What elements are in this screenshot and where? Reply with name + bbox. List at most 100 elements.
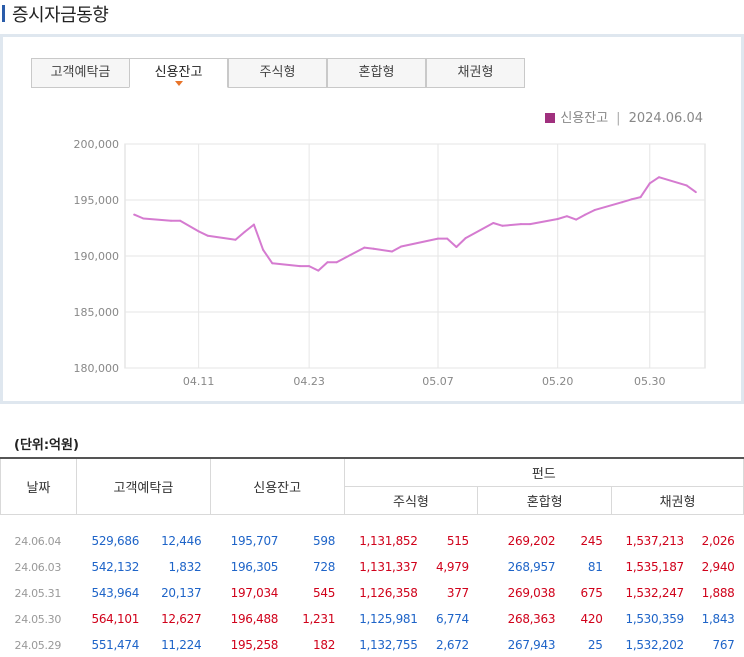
data-point bbox=[142, 217, 145, 220]
cell-value: 2,026 bbox=[701, 534, 735, 549]
cell-value: 267,943 bbox=[507, 638, 556, 652]
series-line-credit bbox=[133, 176, 697, 272]
cell-value: 551,474 bbox=[91, 638, 140, 652]
cell-value: 195,707 bbox=[230, 534, 279, 549]
table-row: 24.05.30 564,101 12,627 196,488 1,231 1,125,9… bbox=[1, 606, 744, 632]
cell-value: 4,979 bbox=[436, 560, 469, 574]
tab-mixed[interactable]: 혼합형 bbox=[327, 58, 426, 88]
tab-label: 채권형 bbox=[457, 65, 494, 80]
cell-value: 81 bbox=[587, 560, 603, 574]
data-point bbox=[234, 238, 237, 241]
x-tick-label: 05.20 bbox=[542, 375, 574, 388]
tab-credit[interactable]: 신용잔고 bbox=[129, 58, 228, 88]
data-point bbox=[446, 237, 449, 240]
cell-value: 2,672 bbox=[436, 638, 469, 652]
data-point bbox=[391, 250, 393, 253]
cell-date: 24.06.04 bbox=[14, 534, 62, 548]
data-point bbox=[372, 247, 375, 250]
cell-value: 195,258 bbox=[230, 638, 279, 652]
data-point bbox=[363, 246, 366, 249]
cell-value: 543,964 bbox=[91, 586, 140, 600]
data-point bbox=[501, 224, 504, 227]
cell-value: 1,537,213 bbox=[625, 534, 685, 549]
cell-value: 12,446 bbox=[161, 534, 202, 549]
cell-value: 269,202 bbox=[507, 534, 556, 549]
cell-date: 24.05.30 bbox=[14, 612, 62, 626]
legend-series: 신용잔고 bbox=[560, 111, 609, 126]
cell-value: 197,034 bbox=[230, 586, 279, 600]
cell-value: 11,224 bbox=[161, 638, 202, 652]
cell-value: 268,363 bbox=[507, 612, 556, 626]
page-title: 증시자금동향 bbox=[12, 5, 109, 26]
tab-stock[interactable]: 주식형 bbox=[228, 58, 327, 88]
cell-value: 377 bbox=[446, 586, 469, 600]
cell-value: 1,231 bbox=[302, 612, 336, 626]
data-point bbox=[593, 209, 596, 212]
table-row: 24.06.03 542,132 1,832 196,305 728 1,131,337 4… bbox=[1, 554, 744, 580]
data-point bbox=[298, 265, 301, 268]
data-point bbox=[565, 215, 568, 218]
data-point bbox=[335, 261, 338, 264]
legend-date: 2024.06.04 bbox=[628, 111, 703, 126]
x-tick-label: 04.11 bbox=[183, 375, 215, 388]
cell-value: 529,686 bbox=[91, 534, 140, 549]
cell-value: 728 bbox=[313, 560, 336, 574]
table-row: 24.05.31 543,964 20,137 197,034 545 1,126,358… bbox=[1, 580, 744, 606]
cell-value: 420 bbox=[580, 612, 603, 626]
cell-value: 598 bbox=[313, 534, 336, 549]
y-tick-label: 190,000 bbox=[74, 250, 120, 263]
data-point bbox=[170, 219, 172, 222]
x-tick-label: 05.30 bbox=[634, 375, 666, 388]
tab-bar: 고객예탁금 신용잔고 주식형 혼합형 채권형 bbox=[31, 58, 731, 88]
data-point bbox=[308, 265, 311, 268]
data-point bbox=[400, 245, 403, 248]
chart-legend: 신용잔고 | 2024.06.04 bbox=[545, 107, 703, 126]
legend-swatch bbox=[545, 113, 556, 123]
col-fund: 펀드 bbox=[343, 457, 744, 487]
data-point bbox=[243, 230, 246, 233]
cell-value: 196,488 bbox=[230, 612, 279, 626]
tab-label: 신용잔고 bbox=[154, 65, 203, 80]
col-mixed: 혼합형 bbox=[477, 485, 613, 515]
x-tick-label: 04.23 bbox=[293, 375, 325, 388]
tab-deposit[interactable]: 고객예탁금 bbox=[31, 58, 130, 88]
cell-value: 182 bbox=[313, 638, 336, 652]
cell-value: 245 bbox=[580, 534, 603, 549]
cell-value: 1,535,187 bbox=[625, 560, 685, 574]
data-point bbox=[630, 198, 633, 201]
cell-value: 1,125,981 bbox=[359, 612, 418, 626]
data-point bbox=[621, 201, 624, 204]
cell-date: 24.06.03 bbox=[14, 560, 62, 574]
data-point bbox=[206, 234, 209, 237]
cell-value: 515 bbox=[446, 534, 469, 549]
title-bar: 증시자금동향 bbox=[0, 0, 744, 30]
cell-value: 1,132,755 bbox=[359, 638, 418, 652]
cell-value: 269,038 bbox=[507, 586, 556, 600]
cell-value: 564,101 bbox=[91, 612, 140, 626]
data-point bbox=[575, 218, 578, 221]
cell-value: 268,957 bbox=[507, 560, 556, 574]
cell-value: 545 bbox=[313, 586, 336, 600]
cell-value: 1,843 bbox=[701, 612, 735, 626]
data-point bbox=[179, 219, 182, 222]
tab-label: 주식형 bbox=[259, 65, 296, 80]
cell-value: 1,832 bbox=[168, 560, 202, 574]
title-marker bbox=[2, 5, 5, 22]
y-tick-label: 185,000 bbox=[74, 306, 120, 319]
legend-separator: | bbox=[616, 111, 621, 126]
tab-bond[interactable]: 채권형 bbox=[426, 58, 525, 88]
data-point bbox=[639, 196, 642, 199]
fund-flow-table: 날짜 고객예탁금 신용잔고 펀드 주식형 혼합형 채권형 24.06.04 529… bbox=[0, 457, 744, 657]
col-credit: 신용잔고 bbox=[209, 457, 345, 515]
cell-date: 24.05.31 bbox=[14, 586, 62, 600]
cell-value: 767 bbox=[712, 638, 735, 652]
unit-label: (단위:억원) bbox=[14, 438, 79, 453]
table-row: 24.05.29 551,474 11,224 195,258 182 1,132,755… bbox=[1, 632, 744, 657]
data-point bbox=[694, 191, 697, 194]
data-point bbox=[648, 182, 651, 185]
data-point bbox=[492, 222, 495, 224]
col-bond: 채권형 bbox=[611, 485, 744, 515]
tab-label: 혼합형 bbox=[358, 65, 395, 80]
cell-value: 196,305 bbox=[230, 560, 279, 574]
cell-value: 25 bbox=[587, 638, 603, 652]
